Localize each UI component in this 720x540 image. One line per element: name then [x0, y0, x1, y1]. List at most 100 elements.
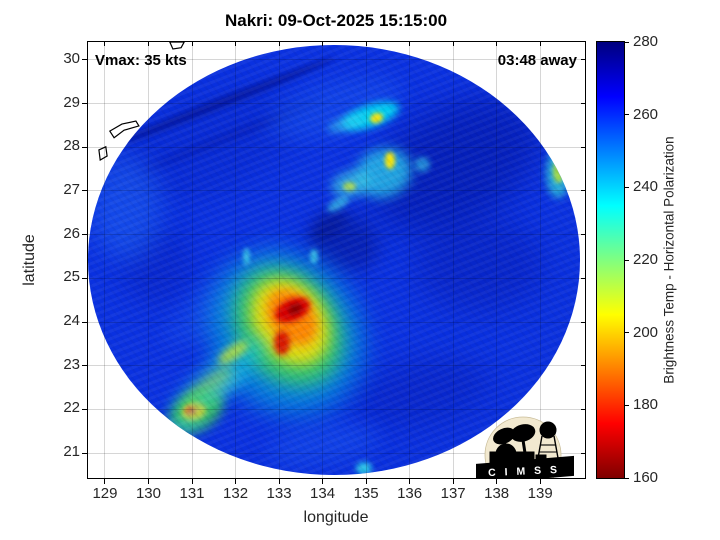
coastline-island-c	[169, 42, 185, 50]
x-tick-top-134	[322, 42, 324, 46]
coastline-overlay	[98, 42, 185, 161]
feature-center-dot-cyan-2	[242, 247, 251, 266]
y-tick-left-21	[82, 452, 87, 454]
logo-banner: C I M S S	[476, 455, 574, 478]
coastline-island-a	[108, 120, 140, 139]
colorbar-tick-label-180: 180	[633, 396, 659, 414]
colorbar-tick-200	[625, 332, 629, 334]
gridline-x-138	[496, 42, 498, 478]
feature-sw-spot-orange	[185, 406, 197, 416]
x-tick-top-133	[278, 42, 280, 46]
y-tick-right-22	[581, 408, 585, 410]
x-tick-bottom-139	[539, 479, 541, 484]
gridline-x-136	[409, 42, 411, 478]
x-tick-label-130: 130	[135, 485, 161, 502]
x-tick-label-139: 139	[527, 485, 553, 502]
y-tick-label-22: 22	[63, 399, 80, 417]
y-tick-left-27	[82, 190, 87, 192]
y-tick-left-24	[82, 321, 87, 323]
y-tick-left-26	[82, 234, 87, 236]
gridline-y-25	[88, 277, 585, 279]
y-tick-right-23	[581, 365, 585, 367]
colorbar-tick-label-160: 160	[633, 469, 659, 486]
x-tick-top-130	[147, 42, 149, 46]
feature-north2-right-dot	[415, 157, 431, 173]
colorbar-tick-label-240: 240	[633, 178, 659, 196]
gridline-y-23	[88, 365, 585, 367]
colorbar-tick-220	[625, 259, 629, 261]
x-tick-label-132: 132	[223, 485, 249, 502]
x-tick-bottom-136	[409, 479, 411, 484]
cimss-logo-graphic: C I M S S	[476, 416, 574, 478]
y-tick-label-25: 25	[63, 268, 80, 286]
x-tick-label-138: 138	[484, 485, 510, 502]
x-tick-top-139	[539, 42, 541, 46]
y-tick-right-29	[581, 103, 585, 105]
feature-light-left-edge	[91, 156, 162, 261]
y-tick-right-27	[581, 190, 585, 192]
y-tick-label-27: 27	[63, 180, 80, 198]
feature-north2-yellow	[385, 152, 395, 169]
y-tick-left-30	[82, 59, 87, 61]
x-tick-top-135	[365, 42, 367, 46]
gridline-x-135	[365, 42, 367, 478]
gridline-y-24	[88, 321, 585, 323]
colorbar-tick-label-200: 200	[633, 323, 659, 341]
x-tick-top-136	[409, 42, 411, 46]
colorbar-tick-240	[625, 186, 629, 188]
x-tick-top-131	[191, 42, 193, 46]
y-tick-label-23: 23	[63, 355, 80, 373]
plot-title: Nakri: 09-Oct-2025 15:15:00	[224, 11, 448, 30]
y-tick-right-24	[581, 321, 585, 323]
feature-north2-left-yellowgreen	[343, 182, 357, 191]
x-tick-label-135: 135	[353, 485, 379, 502]
x-tick-bottom-137	[452, 479, 454, 484]
colorbar: 160 180 200 220 240 260 280	[596, 33, 658, 486]
x-tick-label-129: 129	[92, 485, 118, 502]
colorbar-tick-280	[625, 41, 629, 43]
gridline-y-30	[88, 59, 585, 61]
feature-dark-right-mid	[413, 217, 545, 314]
y-tick-label-26: 26	[63, 224, 80, 242]
y-tick-label-21: 21	[63, 443, 80, 461]
x-tick-bottom-134	[322, 479, 324, 484]
gridline-x-133	[278, 42, 280, 478]
gridline-y-27	[88, 190, 585, 192]
x-tick-top-132	[235, 42, 237, 46]
vmax-annotation: Vmax: 35 kts	[95, 52, 187, 69]
eta-annotation: 03:48 away	[497, 52, 577, 69]
gridline-x-134	[322, 42, 324, 478]
feature-center-dot-cyan-1	[309, 248, 319, 265]
satellite-swath-disk	[87, 44, 581, 476]
y-tick-label-29: 29	[63, 93, 80, 111]
gridline-x-137	[452, 42, 454, 478]
colorbar-tick-label-220: 220	[633, 251, 659, 268]
gridline-y-22	[88, 408, 585, 410]
y-tick-label-30: 30	[63, 49, 80, 67]
gridline-y-21	[88, 452, 585, 454]
colorbar-tick-label-280: 280	[633, 33, 659, 50]
y-tick-left-22	[82, 408, 87, 410]
gridline-x-139	[539, 42, 541, 478]
gridline-x-132	[235, 42, 237, 478]
x-tick-bottom-129	[104, 479, 106, 484]
x-tick-label-131: 131	[179, 485, 205, 502]
colorbar-tick-label-260: 260	[633, 105, 659, 123]
x-tick-label-137: 137	[440, 485, 466, 502]
y-tick-right-21	[581, 452, 585, 454]
y-tick-label-28: 28	[63, 137, 80, 155]
y-tick-right-25	[581, 277, 585, 279]
x-tick-bottom-132	[235, 479, 237, 484]
colorbar-label: Brightness Temp - Horizontal Polarizatio…	[661, 136, 677, 384]
x-tick-bottom-135	[365, 479, 367, 484]
y-tick-left-29	[82, 103, 87, 105]
logo-text: C I M S S	[488, 464, 560, 478]
colorbar-tick-160	[625, 477, 629, 479]
gridline-x-131	[191, 42, 193, 478]
x-tick-label-134: 134	[310, 485, 336, 502]
y-tick-left-25	[82, 277, 87, 279]
y-tick-left-23	[82, 365, 87, 367]
feature-convection-core-red-2	[274, 330, 290, 355]
gridline-x-129	[104, 42, 106, 478]
